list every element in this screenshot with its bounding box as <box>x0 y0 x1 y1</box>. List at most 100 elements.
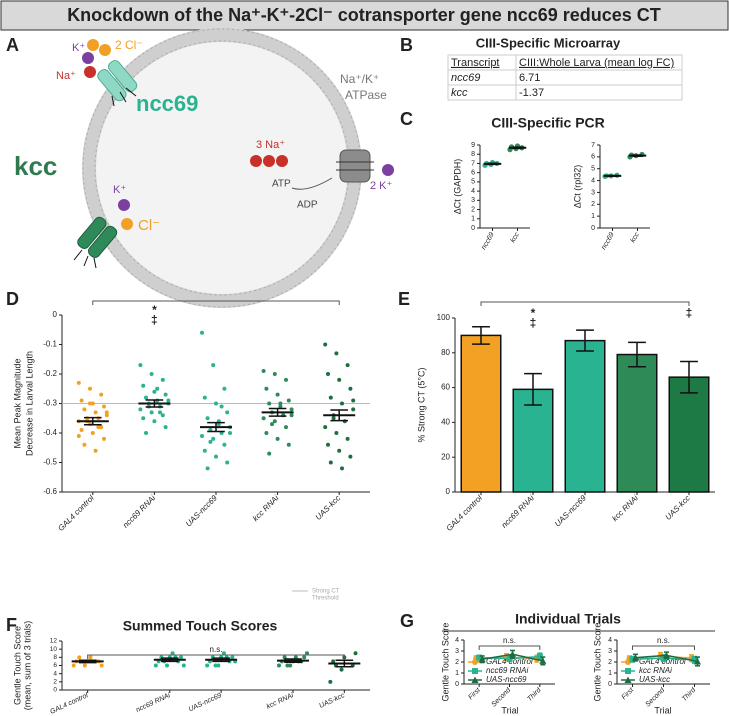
y-tick-label: 6 <box>53 662 57 669</box>
data-point <box>323 425 328 430</box>
marker <box>472 668 478 674</box>
data-point <box>76 380 81 385</box>
x-tick-label: UAS-ncc69 <box>188 692 223 713</box>
data-point <box>334 351 339 356</box>
panel-label: G <box>400 611 414 631</box>
marker <box>506 655 513 662</box>
x-tick-label: First <box>467 686 482 701</box>
legend-label: UAS-kcc <box>639 675 670 684</box>
data-point <box>348 386 353 391</box>
panel-label: C <box>400 109 413 129</box>
marker <box>663 651 670 659</box>
flux-arrows <box>73 249 97 269</box>
x-tick-label: UAS-kcc <box>314 494 342 522</box>
annotation: * <box>152 303 157 317</box>
x-tick-label: ncc69 RNAi <box>135 692 172 714</box>
y-axis-label: (mean, sum of 3 trials) <box>22 621 32 711</box>
y-tick-label: 3 <box>455 648 459 655</box>
marker <box>629 656 636 663</box>
data-point <box>200 433 204 438</box>
panel-label: E <box>398 289 410 309</box>
table-cell: -1.37 <box>519 87 544 99</box>
data-point <box>99 663 104 668</box>
table-border <box>447 54 683 101</box>
marker <box>632 654 639 661</box>
data-point <box>328 395 333 400</box>
annotation: ‡ <box>686 306 693 320</box>
kcc-transporter <box>77 216 118 258</box>
x-tick-label: ncc69 <box>480 231 495 251</box>
data-point <box>79 398 84 403</box>
data-point <box>211 363 216 368</box>
x-tick-label: UAS-ncc69 <box>553 493 588 528</box>
y-tick-label: 12 <box>50 638 58 645</box>
data-point <box>331 416 336 421</box>
y-tick-label: 80 <box>441 348 450 357</box>
y-tick-label: 20 <box>441 452 450 461</box>
data-point <box>275 392 280 397</box>
atpase <box>339 149 371 183</box>
x-tick-label: Third <box>681 686 698 703</box>
data-point <box>214 401 218 406</box>
panel-label: F <box>6 615 17 635</box>
bracket-label: n.s. <box>657 636 670 645</box>
x-tick-label: ncc69 RNAi <box>500 493 536 529</box>
x-tick-label: GAL4 control <box>56 493 96 533</box>
data-point <box>205 416 210 421</box>
y-tick-label: 8 <box>471 151 475 158</box>
data-point <box>141 383 146 388</box>
y-tick-label: 6 <box>591 154 595 161</box>
bar <box>564 339 606 493</box>
bracket-label: n.s. <box>210 645 223 654</box>
x-axis-label: Trial <box>501 705 518 715</box>
y-tick-label: 100 <box>437 313 451 322</box>
ion <box>121 218 133 230</box>
data-point <box>104 413 109 418</box>
data-point <box>79 428 84 433</box>
significance-bracket <box>632 645 695 650</box>
y-tick-label: 0 <box>455 681 459 688</box>
annotation: * <box>531 306 536 320</box>
data-point <box>216 663 221 668</box>
data-point <box>71 663 76 668</box>
data-point <box>82 442 87 447</box>
data-point <box>153 663 158 668</box>
data-point <box>289 413 294 418</box>
annotation: ‡ <box>530 316 537 330</box>
data-point <box>163 425 168 430</box>
data-point <box>275 436 280 441</box>
data-point <box>102 436 106 441</box>
data-point <box>334 431 339 435</box>
y-tick-label: 0 <box>471 225 475 232</box>
y-tick-label: 4 <box>591 177 595 184</box>
ion <box>263 155 275 167</box>
data-point <box>345 436 350 441</box>
y-tick-label: 9 <box>471 142 475 149</box>
data-point <box>348 454 353 459</box>
data-point <box>267 401 272 406</box>
atp-arrow <box>291 177 333 190</box>
flux-arrows <box>111 87 137 107</box>
y-tick-label: 1 <box>471 216 475 223</box>
data-point <box>286 442 291 447</box>
marker <box>476 654 483 661</box>
data-point <box>138 363 143 368</box>
data-point <box>93 448 98 453</box>
data-point <box>270 422 274 427</box>
data-point <box>77 655 82 660</box>
transporter-label: ncc69 <box>136 91 198 116</box>
y-tick-label: -0.5 <box>43 458 57 467</box>
data-point <box>267 451 272 456</box>
data-point <box>181 663 186 668</box>
y-tick-label: -0.6 <box>43 487 57 496</box>
y-tick-label: 60 <box>441 383 450 392</box>
data-point <box>328 679 333 684</box>
data-point <box>179 655 183 660</box>
y-tick-label: 8 <box>53 654 57 661</box>
threshold-label: Strong CT <box>312 589 340 595</box>
data-point <box>219 404 224 409</box>
bracket-label: n.s. <box>503 636 516 645</box>
marker <box>471 676 479 683</box>
data-point <box>213 663 218 668</box>
